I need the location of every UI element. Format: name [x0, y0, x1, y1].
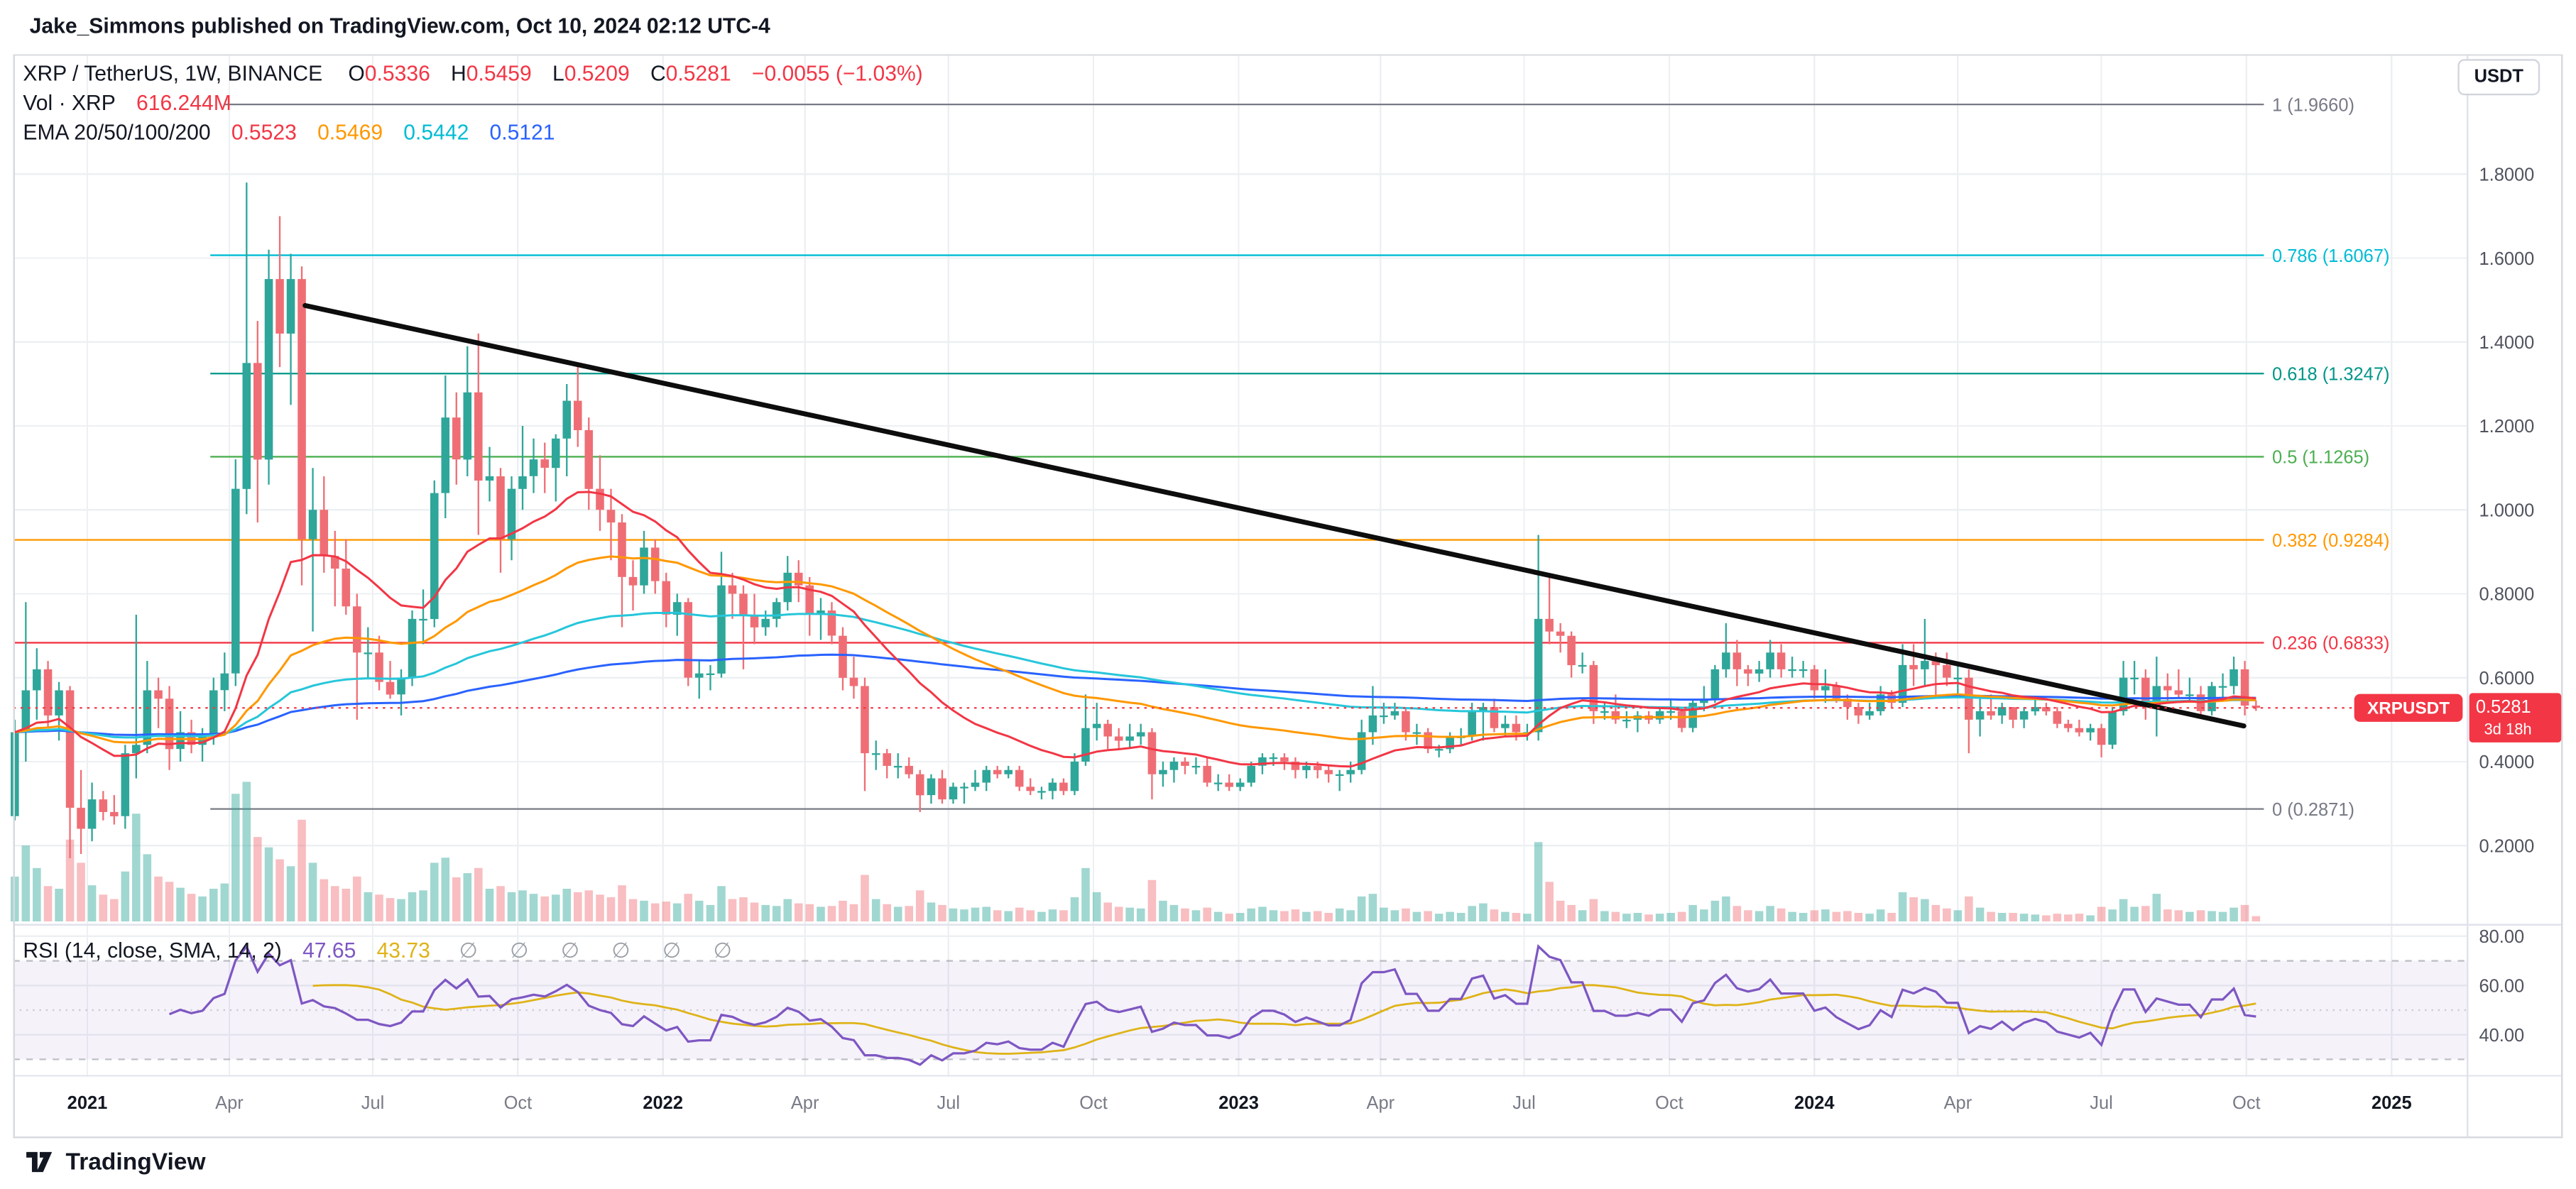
svg-text:1 (1.9660): 1 (1.9660) [2272, 95, 2354, 115]
ohlc-close: C0.5281 [650, 60, 731, 86]
legend-row-symbol: XRP / TetherUS, 1W, BINANCE O0.5336 H0.5… [23, 59, 922, 89]
svg-text:0.382 (0.9284): 0.382 (0.9284) [2272, 531, 2389, 551]
ohlc-high: H0.5459 [451, 60, 532, 86]
svg-text:Oct: Oct [1655, 1093, 1683, 1113]
brand-name[interactable]: TradingView [65, 1149, 206, 1176]
ema200-value: 0.5121 [489, 119, 555, 145]
svg-text:2024: 2024 [1794, 1093, 1835, 1113]
legend-row-volume: Vol · XRP 616.244M [23, 89, 922, 119]
svg-text:1.8000: 1.8000 [2479, 165, 2535, 185]
ohlc-open: O0.5336 [348, 60, 430, 86]
rsi-legend: RSI (14, close, SMA, 14, 2) 47.65 43.73 … [23, 936, 731, 966]
svg-text:40.00: 40.00 [2479, 1026, 2525, 1046]
rsi-hidden-values: ∅ ∅ ∅ ∅ ∅ ∅ [459, 938, 732, 963]
legend-row-ema: EMA 20/50/100/200 0.5523 0.5469 0.5442 0… [23, 119, 922, 148]
svg-text:0.5281: 0.5281 [2476, 697, 2531, 717]
svg-text:2022: 2022 [643, 1093, 683, 1113]
svg-text:0 (0.2871): 0 (0.2871) [2272, 800, 2354, 820]
svg-text:1.0000: 1.0000 [2479, 500, 2535, 520]
svg-text:Apr: Apr [1944, 1093, 1972, 1113]
svg-text:2023: 2023 [1218, 1093, 1259, 1113]
footer: TradingView [23, 1146, 206, 1178]
svg-text:3d 18h: 3d 18h [2484, 720, 2531, 738]
ema20-value: 0.5523 [231, 119, 297, 145]
ema100-value: 0.5442 [403, 119, 469, 145]
svg-text:Apr: Apr [791, 1093, 819, 1113]
svg-text:0.786 (1.6067): 0.786 (1.6067) [2272, 246, 2389, 266]
svg-text:0.236 (0.6833): 0.236 (0.6833) [2272, 634, 2389, 654]
change-value: −0.0055 (−1.03%) [751, 60, 923, 86]
svg-text:0.6000: 0.6000 [2479, 669, 2535, 689]
svg-text:Apr: Apr [1367, 1093, 1395, 1113]
svg-text:Oct: Oct [1079, 1093, 1108, 1113]
symbol-title[interactable]: XRP / TetherUS, 1W, BINANCE [23, 60, 323, 86]
svg-text:0.2000: 0.2000 [2479, 836, 2535, 856]
svg-text:60.00: 60.00 [2479, 977, 2525, 997]
svg-text:Apr: Apr [215, 1093, 244, 1113]
svg-text:Jul: Jul [2090, 1093, 2113, 1113]
ema50-value: 0.5469 [317, 119, 383, 145]
svg-text:0.618 (1.3247): 0.618 (1.3247) [2272, 365, 2389, 385]
svg-text:1.6000: 1.6000 [2479, 249, 2535, 269]
volume-value: 616.244M [136, 90, 231, 115]
svg-text:1.4000: 1.4000 [2479, 333, 2535, 353]
ohlc-low: L0.5209 [552, 60, 630, 86]
svg-text:Oct: Oct [504, 1093, 533, 1113]
svg-text:Jul: Jul [1512, 1093, 1536, 1113]
currency-toggle-button[interactable]: USDT [2457, 59, 2540, 96]
attribution-text: Jake_Simmons published on TradingView.co… [29, 13, 770, 38]
svg-text:2021: 2021 [67, 1093, 108, 1113]
tradingview-logo-icon[interactable] [23, 1146, 54, 1178]
svg-text:80.00: 80.00 [2479, 927, 2525, 947]
svg-text:Oct: Oct [2232, 1093, 2261, 1113]
svg-text:1.2000: 1.2000 [2479, 417, 2535, 437]
svg-text:2025: 2025 [2372, 1093, 2412, 1113]
svg-text:Jul: Jul [361, 1093, 385, 1113]
svg-text:Jul: Jul [937, 1093, 961, 1113]
rsi-label[interactable]: RSI (14, close, SMA, 14, 2) [23, 938, 282, 963]
chart-legend: XRP / TetherUS, 1W, BINANCE O0.5336 H0.5… [23, 59, 922, 148]
svg-text:0.4000: 0.4000 [2479, 752, 2535, 772]
rsi-value: 47.65 [302, 938, 356, 963]
volume-label[interactable]: Vol · XRP [23, 90, 116, 115]
svg-text:XRPUSDT: XRPUSDT [2367, 698, 2450, 718]
ema-label[interactable]: EMA 20/50/100/200 [23, 119, 211, 145]
svg-text:0.8000: 0.8000 [2479, 585, 2535, 605]
svg-text:0.5 (1.1265): 0.5 (1.1265) [2272, 448, 2369, 468]
rsi-ma-value: 43.73 [376, 938, 430, 963]
